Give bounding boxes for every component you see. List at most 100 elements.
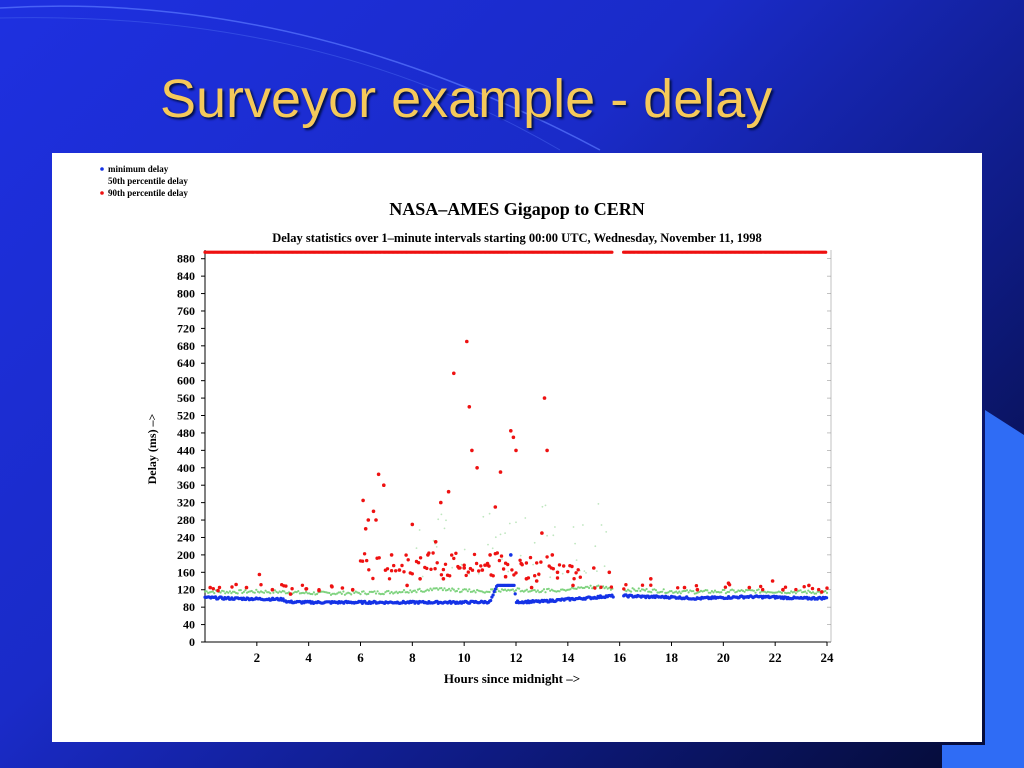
median-delay-point [676,591,679,595]
p90-delay-point [406,558,410,562]
chart-subtitle: Delay statistics over 1–minute intervals… [272,231,762,245]
median-delay-point [508,522,511,525]
median-delay-point [759,591,762,594]
median-delay-point [511,588,514,591]
p90-delay-point [682,585,687,590]
p90-delay-point [462,563,466,567]
min-delay-point [491,593,495,597]
p90-delay-point [433,567,437,571]
median-delay-point [430,589,434,592]
p90-delay-point [499,554,504,558]
median-delay-point [441,589,444,592]
p90-delay-point [452,371,456,376]
median-delay-point [824,589,827,593]
legend-entry: 50th percentile delay [108,176,188,186]
p90-delay-point [520,563,524,567]
p90-delay-point [555,576,560,580]
min-delay-point [825,596,829,600]
median-delay-point [359,593,362,596]
p90-delay-point [572,577,576,581]
median-delay-point [650,591,653,594]
p90-delay-point [534,579,539,583]
p90-delay-point [761,587,765,592]
p90-delay-point [794,587,798,592]
median-delay-point [713,589,717,592]
median-delay-point [277,591,280,594]
median-delay-point [605,531,608,533]
median-delay-point [682,589,686,593]
median-delay-point [437,588,440,591]
p90-delay-point [514,571,518,575]
p90-delay-point [609,585,614,589]
y-tick-label: 760 [177,304,195,318]
p90-delay-point [491,574,495,578]
p90-delay-point [467,405,472,409]
p90-delay-point [371,509,376,514]
decor-arc-2 [0,17,561,151]
median-delay-point [390,590,393,594]
p90-delay-point [551,567,555,571]
p90-delay-point [783,585,788,589]
median-delay-point [636,589,639,592]
p90-delay-point [389,553,394,557]
median-delay-point [337,591,340,594]
median-delay-point [499,533,502,536]
p90-delay-point [439,573,444,577]
median-delay-point [491,547,494,550]
p90-delay-point [244,585,249,590]
p90-delay-point [216,588,220,593]
median-delay-point [409,589,412,592]
p90-delay-point [450,553,454,557]
median-delay-point [787,591,790,594]
p90-delay-point [389,569,394,573]
p90-delay-point [524,561,529,565]
p90-delay-point [506,562,510,567]
p90-delay-point [592,566,596,570]
p90-delay-point [304,587,309,591]
median-delay-point [415,547,418,549]
median-delay-point [779,591,782,594]
median-delay-point [757,588,760,591]
p90-delay-point [363,527,368,531]
median-delay-point [773,591,776,594]
median-delay-point [675,590,678,593]
median-delay-point [451,587,454,590]
legend-marker [100,191,104,195]
y-tick-label: 240 [177,530,195,544]
p90-delay-point [270,587,275,592]
p90-delay-point [529,585,534,590]
median-delay-point [535,590,538,593]
p90-delay-point [495,551,499,555]
p90-delay-point [545,555,549,559]
median-delay-point [353,591,356,595]
median-delay-point [544,504,547,507]
p90-delay-point [480,568,485,572]
median-delay-point [424,589,427,592]
p90-delay-point [488,553,492,557]
p90-delay-point [557,563,562,567]
median-delay-point [594,545,597,548]
median-delay-point [585,572,587,574]
median-delay-point [575,587,578,590]
median-delay-point [468,588,471,591]
median-delay-point [427,589,430,592]
x-tick-label: 16 [613,650,627,665]
median-delay-point [690,590,693,593]
median-delay-point [494,536,497,539]
p90-delay-point [300,583,305,587]
median-delay-point [575,559,578,561]
p90-delay-point [649,577,653,581]
p90-delay-point [367,568,371,572]
p90-delay-point [747,585,752,590]
median-delay-point [280,591,283,594]
p90-delay-point [340,586,345,590]
median-delay-point [687,591,690,594]
median-delay-point [388,592,392,595]
p90-delay-point [433,540,438,544]
median-delay-point [292,591,295,594]
median-delay-point [320,590,323,593]
median-delay-point [749,589,752,592]
median-delay-point [396,592,399,595]
p90-delay-point [416,561,421,565]
median-delay-point [348,592,351,595]
